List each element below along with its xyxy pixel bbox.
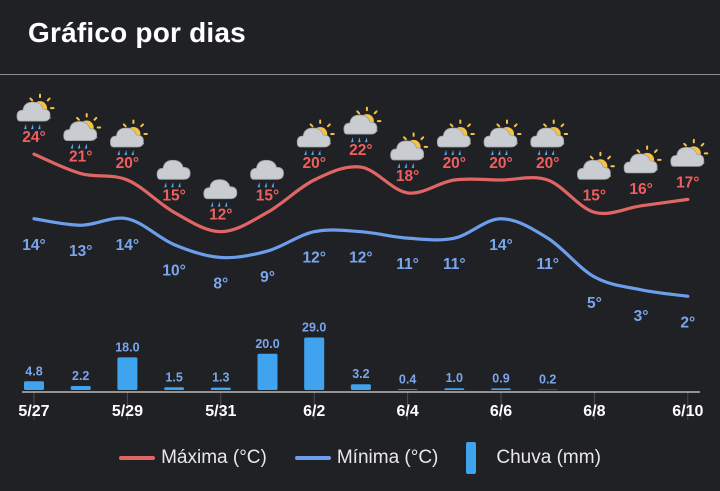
daily-weather-chart: 4.8 2.2 18.0 1.5 1.3 20.0 29.0 3.2 0.4 1.0 0.9 0.2 2…: [16, 93, 709, 420]
rain-bar: [210, 387, 231, 390]
rain-value-label: 3.2: [352, 367, 369, 381]
rain-value-label: 4.8: [25, 364, 42, 378]
max-temp-label: 20°: [302, 155, 325, 172]
legend-max-label: Máxima (°C): [161, 447, 267, 468]
rain-value-label: 0.9: [492, 371, 509, 385]
cloud-sun-rain-icon: [343, 106, 382, 143]
max-temp-label: 17°: [676, 174, 699, 191]
x-tick-label: 5/29: [112, 403, 143, 420]
cloud-sun-rain-icon: [110, 119, 148, 155]
rain-value-label: 1.5: [165, 370, 182, 384]
max-temp-label: 16°: [629, 181, 652, 198]
max-temp-label: 22°: [349, 142, 372, 159]
rain-bar: [117, 357, 138, 390]
rain-bar: [257, 353, 278, 390]
cloud-sun-icon: [670, 138, 709, 167]
cloud-sun-rain-icon: [63, 113, 102, 149]
cloud-rain-icon: [156, 159, 191, 188]
min-temp-label: 14°: [489, 237, 512, 254]
rain-bar: [491, 388, 511, 390]
rain-bar: [70, 386, 91, 390]
rain-bar: [304, 337, 325, 390]
max-temp-label: 15°: [256, 187, 279, 204]
max-temp-label: 15°: [583, 187, 606, 204]
max-temp-label: 24°: [22, 129, 45, 146]
cloud-sun-rain-icon: [436, 119, 475, 155]
rain-bar: [444, 388, 465, 390]
max-temp-line: [32, 152, 690, 234]
rain-value-label: 0.4: [399, 372, 416, 386]
legend-rain-label: Chuva (mm): [496, 447, 601, 468]
max-swatch: [119, 456, 156, 460]
cloud-sun-rain-icon: [390, 132, 429, 168]
min-temp-label: 9°: [260, 269, 275, 286]
cloud-rain-icon: [250, 159, 284, 188]
max-temp-label: 20°: [443, 155, 466, 172]
rain-value-label: 0.2: [539, 373, 556, 387]
rain-value-label: 18.0: [115, 340, 139, 354]
x-tick-label: 6/2: [303, 403, 325, 420]
x-tick-label: 6/4: [396, 403, 418, 420]
page-title: Gráfico por dias: [28, 17, 246, 48]
rain-value-label: 1.3: [212, 371, 229, 385]
min-temp-label: 2°: [680, 314, 695, 331]
rain-bar: [164, 387, 185, 390]
header: Gráfico por dias: [0, 0, 720, 74]
x-tick-label: 6/6: [490, 403, 512, 420]
cloud-sun-rain-icon: [16, 93, 55, 130]
x-tick-label: 6/8: [583, 403, 605, 420]
x-tick-label: 5/31: [205, 403, 236, 420]
min-temp-label: 3°: [634, 308, 649, 325]
x-tick-label: 5/27: [18, 403, 49, 420]
cloud-sun-rain-icon: [296, 119, 335, 155]
legend-min-label: Mínima (°C): [336, 447, 439, 468]
header-divider: [0, 74, 720, 75]
cloud-sun-rain-icon: [483, 119, 522, 155]
min-temp-label: 12°: [302, 250, 325, 267]
min-temp-label: 5°: [587, 295, 602, 312]
rain-value-label: 2.2: [72, 369, 89, 383]
max-temp-label: 20°: [116, 155, 139, 172]
rain-swatch: [466, 442, 477, 474]
min-temp-label: 14°: [22, 237, 45, 254]
cloud-icon: [203, 179, 238, 200]
rain-value-label: 1.0: [446, 371, 463, 385]
cloud-sun-icon: [623, 145, 662, 174]
min-temp-label: 8°: [213, 276, 228, 293]
legend-item-rain[interactable]: Chuva (mm): [466, 442, 601, 474]
cloud-icon: [250, 159, 284, 180]
chart-legend: Máxima (°C) Mínima (°C) Chuva (mm): [0, 440, 720, 476]
min-temp-label: 11°: [443, 256, 466, 273]
legend-item-max[interactable]: Máxima (°C): [119, 447, 267, 469]
rain-bar: [350, 384, 371, 390]
max-temp-label: 18°: [396, 168, 419, 185]
min-temp-label: 11°: [536, 256, 559, 273]
max-temp-label: 21°: [69, 149, 92, 166]
x-tick-label: 6/10: [672, 403, 703, 420]
rain-value-label: 29.0: [302, 321, 326, 335]
cloud-rain-icon: [203, 179, 238, 207]
min-temp-label: 12°: [349, 250, 372, 267]
min-temp-label: 10°: [162, 263, 185, 280]
max-temp-label: 20°: [489, 155, 512, 172]
min-swatch: [294, 456, 331, 460]
min-temp-label: 14°: [116, 237, 139, 254]
rain-bar: [24, 381, 44, 390]
max-temp-label: 20°: [536, 155, 559, 172]
cloud-icon: [156, 159, 191, 180]
max-temp-label: 12°: [209, 207, 232, 224]
max-temp-label: 15°: [162, 187, 185, 204]
cloud-sun-icon: [577, 151, 615, 180]
min-temp-label: 11°: [396, 256, 419, 273]
rain-bar: [397, 389, 418, 390]
rain-value-label: 20.0: [255, 337, 279, 351]
cloud-sun-rain-icon: [530, 119, 569, 155]
legend-item-min[interactable]: Mínima (°C): [294, 447, 439, 469]
min-temp-label: 13°: [69, 243, 92, 260]
min-temp-line: [32, 216, 690, 298]
